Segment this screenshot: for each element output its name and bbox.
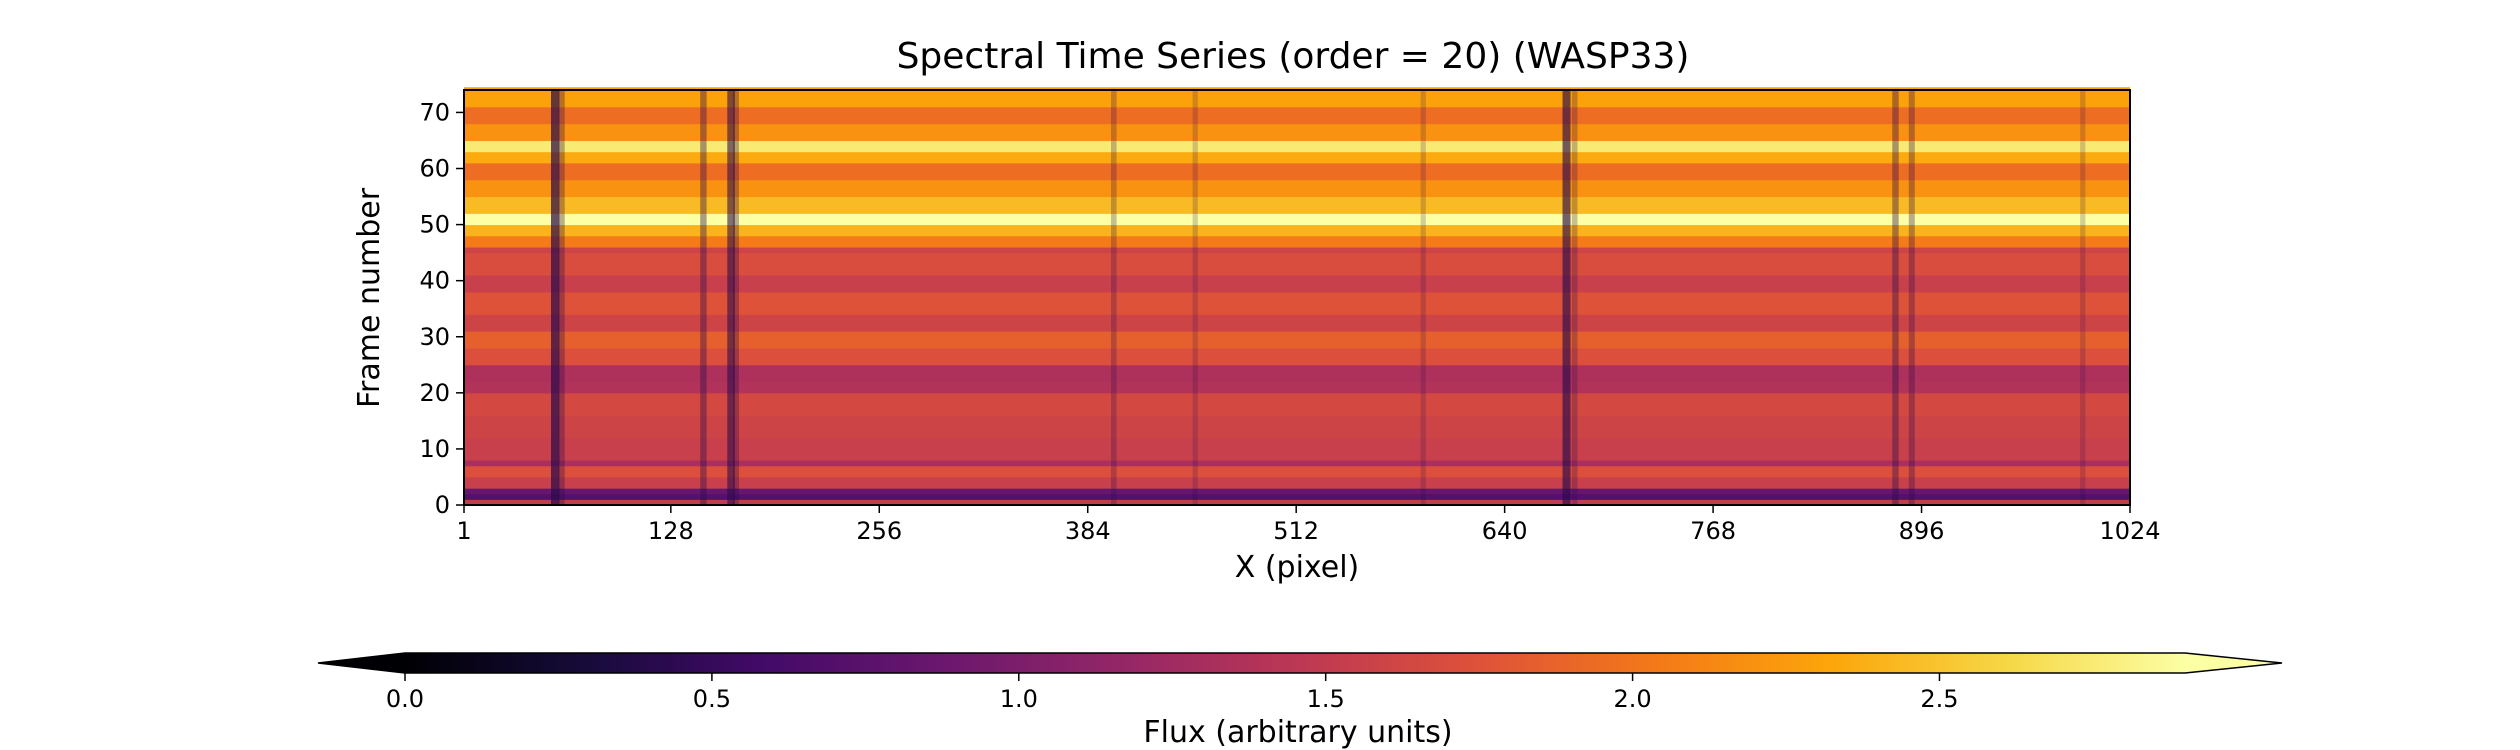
heatmap	[464, 87, 2130, 506]
y-tick-label: 60	[419, 155, 450, 183]
heatmap-row	[464, 460, 2130, 467]
colorbar: 0.0 0.5 1.0 1.5 2.0 2.5 Flux (arbitrary units…	[317, 652, 2283, 750]
heatmap-row	[464, 224, 2130, 237]
x-tick-label: 640	[1482, 517, 1528, 545]
heatmap-row	[464, 87, 2130, 91]
y-tick-label: 40	[419, 267, 450, 295]
heatmap-row	[464, 252, 2130, 276]
heatmap-row	[464, 162, 2130, 181]
heatmap-row	[464, 213, 2130, 226]
heatmap-row	[464, 179, 2130, 198]
heatmap-row	[464, 235, 2130, 248]
plot-frame	[463, 89, 2131, 506]
absorption-line	[1892, 90, 1899, 505]
heatmap-row	[464, 140, 2130, 153]
heatmap-row	[464, 347, 2130, 366]
heatmap-row	[464, 151, 2130, 164]
absorption-line	[1562, 90, 1571, 505]
x-tick-label: 1	[456, 517, 471, 545]
y-tick-label: 50	[419, 211, 450, 239]
y-axis-label: Frame number	[352, 187, 387, 408]
colorbar-label: Flux (arbitrary units)	[1143, 715, 1452, 750]
absorption-line	[700, 90, 707, 505]
heatmap-row	[464, 314, 2130, 332]
heatmap-row	[464, 331, 2130, 349]
colorbar-tick-label: 1.5	[1307, 685, 1345, 713]
y-tick-label: 70	[419, 98, 450, 126]
colorbar-extend-high	[2185, 653, 2282, 673]
absorption-line	[727, 90, 735, 505]
heatmap-row	[464, 106, 2130, 125]
heatmap-row	[464, 90, 2130, 108]
heatmap-row	[464, 247, 2130, 254]
absorption-line	[1420, 90, 1426, 505]
absorption-line	[1192, 90, 1198, 505]
x-tick-label: 384	[1065, 517, 1111, 545]
x-tick-label: 128	[648, 517, 694, 545]
heatmap-row	[464, 275, 2130, 293]
absorption-line	[1571, 90, 1578, 505]
absorption-line	[2080, 90, 2086, 505]
colorbar-gradient	[405, 653, 2185, 673]
chart-title: Spectral Time Series (order = 20) (WASP3…	[897, 36, 1690, 77]
absorption-line	[732, 90, 739, 505]
heatmap-row	[464, 196, 2130, 214]
colorbar-tick-label: 2.0	[1614, 685, 1652, 713]
colorbar-ticks: 0.0 0.5 1.0 1.5 2.0 2.5	[386, 673, 1959, 713]
absorption-line	[1908, 90, 1915, 505]
heatmap-row	[464, 392, 2130, 416]
x-axis-label: X (pixel)	[1235, 550, 1360, 585]
colorbar-extend-low	[318, 653, 405, 673]
x-tick-label: 256	[856, 517, 902, 545]
absorption-line	[1110, 90, 1117, 505]
x-axis-ticks: 1 128 256 384 512 640 768 896 1024	[456, 505, 2161, 545]
colorbar-tick-label: 2.5	[1920, 685, 1958, 713]
heatmap-row	[464, 499, 2130, 506]
heatmap-row	[464, 437, 2130, 461]
heatmap-row	[464, 123, 2130, 141]
heatmap-row	[464, 415, 2130, 439]
absorption-line	[550, 90, 560, 505]
colorbar-tick-label: 0.0	[386, 685, 424, 713]
y-axis-ticks: 0 10 20 30 40 50 60 70	[419, 98, 464, 519]
colorbar-tick-label: 1.0	[1000, 685, 1038, 713]
heatmap-row	[464, 291, 2130, 315]
y-tick-label: 30	[419, 323, 450, 351]
y-tick-label: 10	[419, 435, 450, 463]
x-tick-label: 512	[1273, 517, 1319, 545]
heatmap-row	[464, 381, 2130, 394]
colorbar-tick-label: 0.5	[693, 685, 731, 713]
plot-area	[463, 87, 2131, 506]
absorption-line	[558, 90, 565, 505]
heatmap-row	[464, 465, 2130, 478]
x-tick-label: 896	[1899, 517, 1945, 545]
heatmap-row	[464, 493, 2130, 500]
x-tick-label: 1024	[2099, 517, 2160, 545]
heatmap-row	[464, 364, 2130, 383]
heatmap-row	[464, 476, 2130, 489]
heatmap-row	[464, 488, 2130, 495]
y-tick-label: 0	[435, 491, 450, 519]
y-tick-label: 20	[419, 379, 450, 407]
x-tick-label: 768	[1690, 517, 1736, 545]
